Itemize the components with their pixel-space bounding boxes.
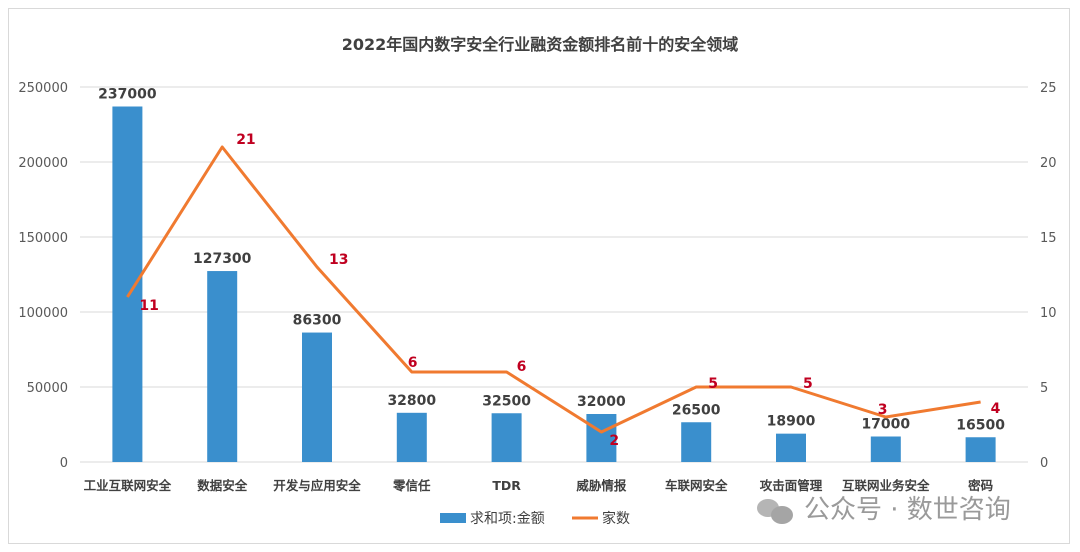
line-label: 11 [139, 298, 158, 314]
bar [870, 436, 901, 462]
right-axis-tick: 0 [1040, 456, 1048, 471]
bar-label: 32500 [482, 393, 531, 409]
bar-label: 32000 [577, 394, 626, 410]
line-label: 6 [517, 359, 527, 375]
left-axis-tick: 250000 [18, 81, 68, 96]
bar [491, 413, 522, 462]
line-label: 4 [991, 401, 1001, 417]
left-axis-tick: 0 [60, 456, 68, 471]
bar [965, 437, 996, 462]
chart-title: 2022年国内数字安全行业融资金额排名前十的安全领域 [342, 35, 739, 54]
bar-label: 18900 [767, 414, 816, 430]
line-label: 21 [236, 132, 255, 148]
legend-bar-swatch [440, 513, 466, 523]
line-series [126, 145, 981, 434]
bar [302, 332, 332, 462]
line-label: 5 [803, 376, 813, 392]
left-axis-tick: 100000 [18, 306, 68, 321]
legend-bar-label: 求和项:金额 [470, 511, 545, 527]
category-label: 密码 [967, 478, 993, 493]
right-axis-tick: 20 [1040, 156, 1057, 171]
category-label: 工业互联网安全 [84, 478, 172, 493]
left-axis-tick: 200000 [18, 156, 68, 171]
line-label: 13 [329, 252, 348, 268]
bar [112, 106, 143, 462]
bar [207, 271, 238, 462]
right-axis-tick: 15 [1040, 231, 1057, 246]
legend-line-label: 家数 [602, 510, 630, 527]
category-label: TDR [492, 478, 521, 493]
right-axis-tick: 5 [1040, 381, 1048, 396]
category-label: 互联网业务安全 [842, 478, 930, 493]
bar [586, 414, 617, 462]
line-label: 6 [408, 355, 418, 371]
bar [776, 433, 806, 462]
bar-label: 127300 [193, 251, 252, 267]
left-axis-tick: 150000 [18, 231, 68, 246]
bar-label: 86300 [293, 313, 342, 329]
bar [681, 422, 712, 462]
category-label: 零信任 [392, 478, 431, 493]
category-label: 车联网安全 [665, 478, 728, 493]
category-label: 数据安全 [196, 478, 248, 493]
bar-label: 237000 [98, 87, 157, 103]
bar-label: 17000 [861, 417, 910, 433]
category-label: 开发与应用安全 [273, 478, 361, 493]
watermark: 公众号 · 数世咨询 [804, 495, 1011, 525]
right-axis-tick: 10 [1040, 306, 1057, 321]
right-axis-tick: 25 [1040, 81, 1057, 96]
category-label: 威胁情报 [576, 478, 627, 493]
bar-label: 32800 [387, 393, 436, 409]
bar [396, 412, 427, 462]
chart-frame [8, 8, 1070, 544]
bar-label: 26500 [672, 402, 721, 418]
line-label: 3 [878, 402, 888, 418]
line-label: 5 [708, 376, 718, 392]
line-label: 2 [609, 433, 619, 449]
category-label: 攻击面管理 [760, 478, 823, 493]
bar-label: 16500 [956, 417, 1005, 433]
left-axis-tick: 50000 [27, 381, 68, 396]
wechat-icon [771, 506, 793, 524]
